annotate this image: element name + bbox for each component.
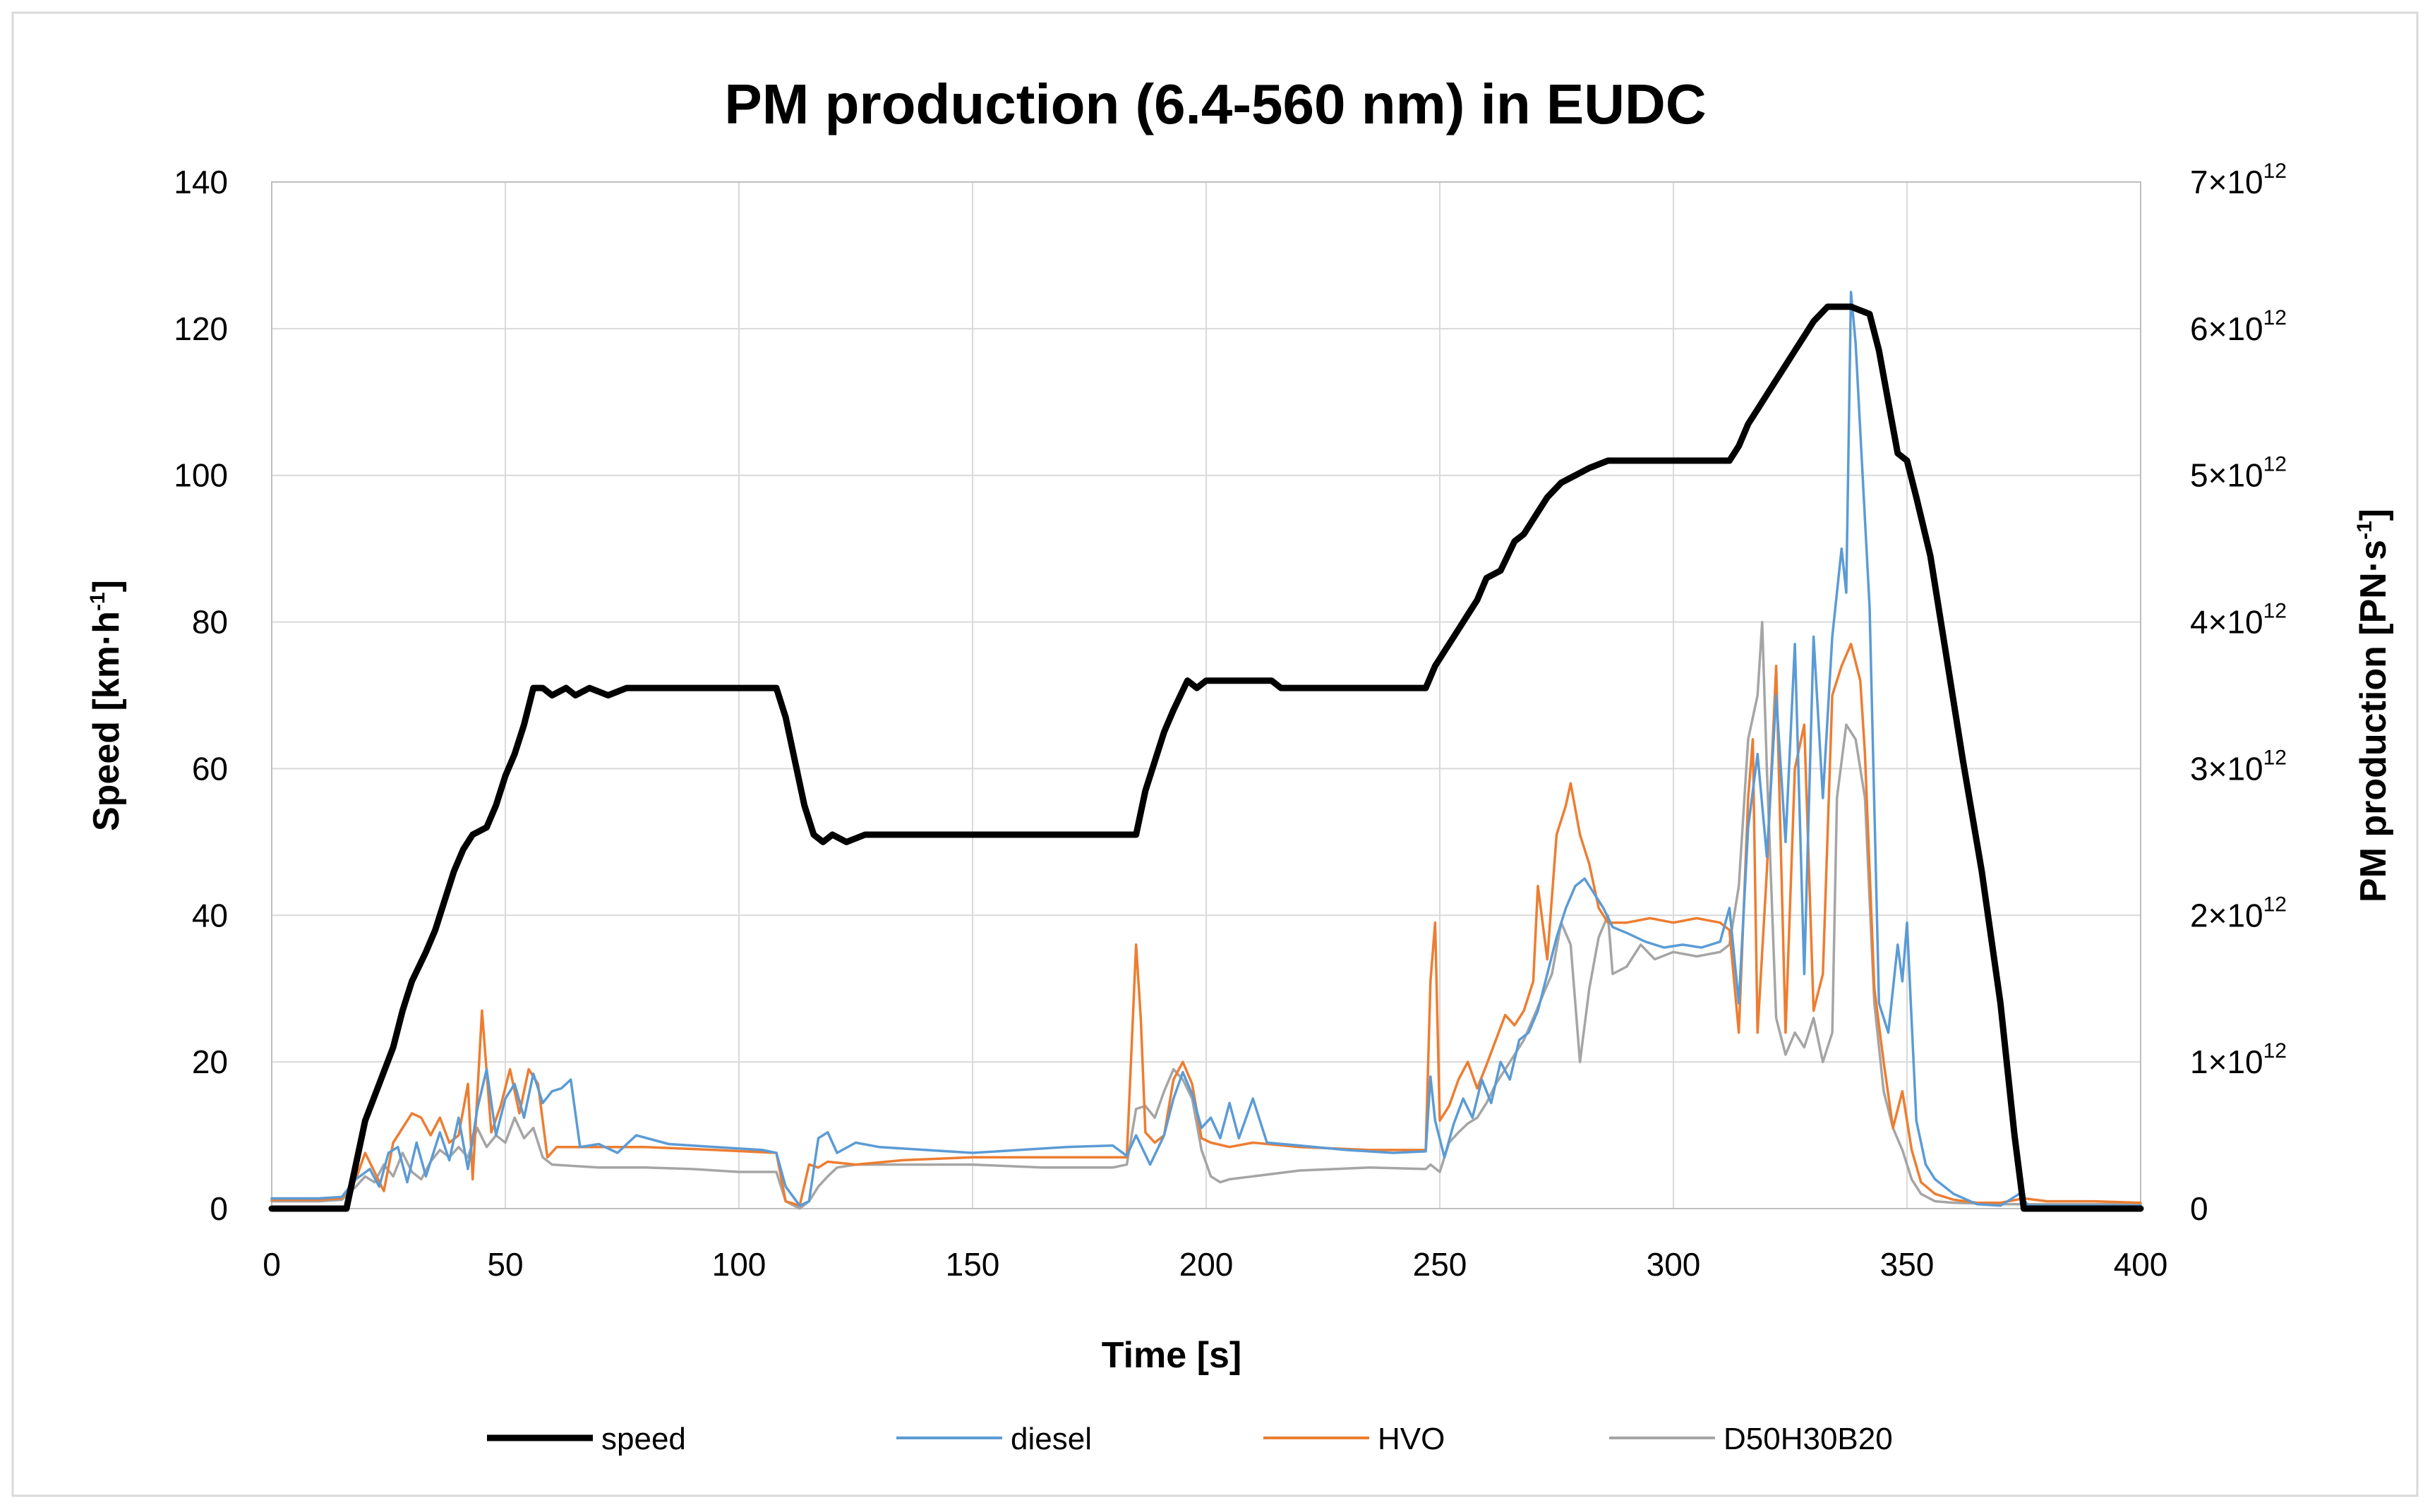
x-axis-title: Time [s]: [1102, 1335, 1241, 1376]
y2-tick-labels: 01×10122×10123×10124×10125×10126×10127×1…: [2190, 159, 2287, 1227]
y2-tick-exponent: 12: [2263, 306, 2287, 329]
y2-tick-label: 4×1012: [2190, 600, 2287, 641]
y2-tick-base: 3×10: [2190, 750, 2263, 787]
series-line-hvo: [270, 642, 2142, 1207]
y2-tick-label: 0: [2190, 1190, 2208, 1227]
y-tick-label: 20: [192, 1044, 228, 1080]
y-axis-title-end: ]: [86, 580, 127, 592]
legend-label-d50h30b20: D50H30B20: [1724, 1422, 1893, 1456]
series-line-speed: [268, 303, 2144, 1212]
y2-tick-base: 6×10: [2190, 310, 2263, 347]
x-tick-label: 50: [487, 1246, 523, 1283]
y2-tick-label: 5×1012: [2190, 453, 2287, 494]
legend: speed diesel HVO D50H30B20: [487, 1422, 1893, 1456]
x-tick-label: 0: [263, 1246, 281, 1283]
y2-tick-exponent: 12: [2263, 893, 2287, 916]
chart-title: PM production (6.4-560 nm) in EUDC: [724, 73, 1706, 135]
y-tick-labels: 0 20 40 60 80 100 120 140: [174, 164, 228, 1227]
y-tick-label: 40: [192, 897, 228, 933]
y2-tick-base: 7×10: [2190, 164, 2263, 200]
y2-axis-title-end: ]: [2353, 509, 2394, 521]
x-tick-label: 200: [1179, 1246, 1234, 1283]
y2-tick-exponent: 12: [2263, 746, 2287, 769]
series-line-diesel: [270, 291, 2142, 1207]
y2-tick-label: 7×1012: [2190, 159, 2287, 200]
y2-tick-label: 6×1012: [2190, 306, 2287, 347]
plot-area-border: [271, 181, 2141, 1209]
series-line-d50h30b20: [270, 620, 2142, 1210]
y-axis-title-main: Speed [km·h: [86, 611, 127, 831]
series-layer: [268, 291, 2144, 1212]
y2-tick-base: 2×10: [2190, 897, 2263, 933]
y-tick-label: 60: [192, 750, 228, 787]
y2-axis-title-main: PM production [PN·s: [2353, 540, 2394, 902]
y2-tick-base: 5×10: [2190, 457, 2263, 494]
y-axis-title: Speed [km·h-1]: [86, 580, 127, 831]
y-tick-label: 0: [210, 1190, 228, 1227]
legend-label-diesel: diesel: [1011, 1422, 1092, 1456]
y-tick-label: 120: [174, 310, 228, 347]
x-tick-label: 300: [1647, 1246, 1701, 1283]
plot-area: [271, 181, 2141, 1209]
y2-axis-title: PM production [PN·s-1]: [2353, 509, 2394, 902]
y-axis-title-sup: -1: [86, 592, 109, 611]
y2-tick-exponent: 12: [2263, 453, 2287, 476]
y-tick-label: 100: [174, 457, 228, 494]
y2-tick-exponent: 12: [2263, 600, 2287, 623]
y2-tick-label: 3×1012: [2190, 746, 2287, 787]
y2-tick-base: 0: [2190, 1190, 2208, 1227]
x-tick-label: 400: [2114, 1246, 2168, 1283]
x-tick-label: 350: [1880, 1246, 1935, 1283]
legend-label-hvo: HVO: [1378, 1422, 1445, 1456]
y2-tick-base: 4×10: [2190, 604, 2263, 641]
y-tick-label: 140: [174, 164, 228, 200]
y2-tick-label: 1×1012: [2190, 1039, 2287, 1080]
x-tick-label: 100: [712, 1246, 766, 1283]
x-tick-labels: 0 50 100 150 200 250 300 350 400: [263, 1246, 2167, 1283]
y2-axis-title-sup: -1: [2353, 521, 2376, 540]
y2-tick-exponent: 12: [2263, 1039, 2287, 1063]
x-tick-label: 250: [1413, 1246, 1467, 1283]
y2-tick-exponent: 12: [2263, 159, 2287, 183]
y2-tick-label: 2×1012: [2190, 893, 2287, 933]
x-tick-label: 150: [946, 1246, 1000, 1283]
y2-tick-base: 1×10: [2190, 1044, 2263, 1080]
y-tick-label: 80: [192, 604, 228, 641]
chart-frame: [11, 11, 2419, 1497]
legend-label-speed: speed: [601, 1422, 686, 1456]
